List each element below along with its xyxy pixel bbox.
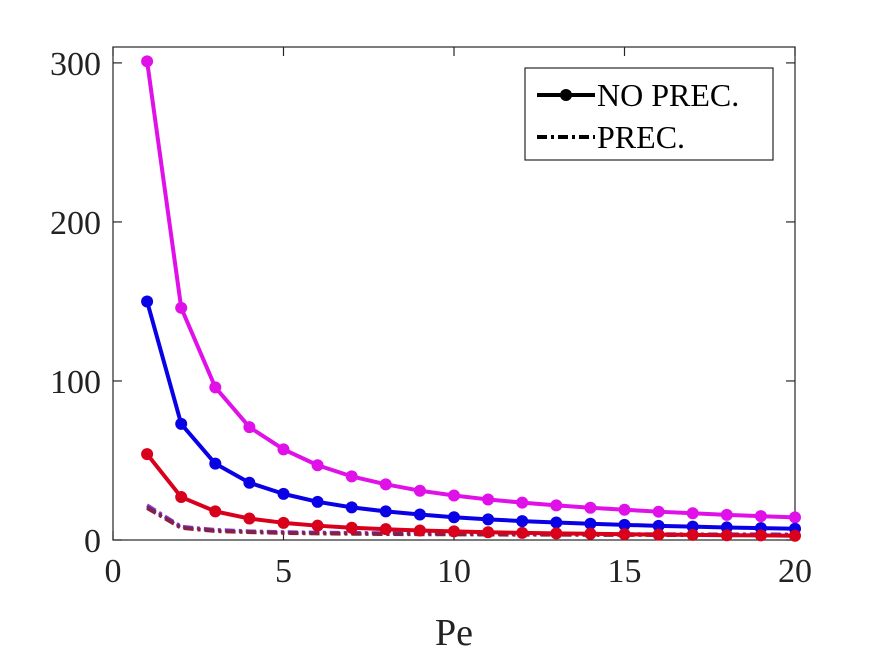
data-point [448,511,460,524]
data-point [209,505,222,518]
legend-label: NO PREC. [597,77,739,113]
data-point [652,528,665,541]
data-point [618,503,631,516]
data-point [311,459,324,472]
data-point [141,448,154,461]
data-point [345,470,358,483]
data-point [379,478,392,491]
data-point [618,528,631,541]
series-blue-no-prec- [141,295,801,535]
x-tick-label: 15 [608,553,642,590]
legend-item: PREC. [537,119,685,155]
data-point [311,519,324,532]
x-tick-label: 10 [437,553,471,590]
data-point [550,527,563,540]
y-tick-label: 200 [50,205,101,242]
data-point [686,520,699,533]
data-point [277,516,290,529]
data-point [413,508,426,521]
data-point [277,443,290,456]
data-point [209,381,222,394]
series-red-prec- [146,506,795,538]
data-point [482,493,495,506]
data-point [584,501,597,514]
data-point [413,524,426,537]
data-point [345,521,358,534]
y-tick-label: 300 [50,46,101,83]
data-point [379,523,392,536]
x-tick-label: 20 [778,553,812,590]
data-point [652,519,665,532]
data-point [584,527,597,540]
data-point [550,516,563,529]
data-point [345,501,358,514]
x-axis-label: Pe [435,612,473,654]
data-point [175,417,188,430]
data-point [448,489,460,502]
series-red-no-prec- [141,448,801,542]
series-layer [141,55,801,542]
y-tick-label: 0 [84,523,101,560]
y-tick-label: 100 [50,364,101,401]
data-point [379,505,392,518]
data-point [720,529,733,542]
data-point [413,484,426,497]
data-point [652,505,665,518]
data-point [482,513,495,526]
legend-marker [560,89,572,101]
data-point [686,507,699,520]
data-point [516,515,529,528]
data-point [686,528,699,541]
data-point [720,508,733,521]
data-point [141,295,154,308]
data-point [209,457,222,470]
data-point [516,496,529,509]
data-point [754,529,767,542]
data-point [482,526,495,539]
data-point [789,511,801,524]
legend-box [524,67,774,161]
series-line [146,506,795,538]
x-tick-label: 0 [105,553,122,590]
data-point [175,491,188,504]
data-point [789,529,801,542]
x-tick-label: 5 [275,553,292,590]
data-point [243,421,256,434]
data-point [516,526,529,539]
data-point [448,525,460,538]
data-point [584,517,597,530]
data-point [243,476,256,489]
legend-item: NO PREC. [537,77,739,113]
data-point [141,55,154,68]
data-point [243,512,256,525]
data-point [754,510,767,523]
series-magenta-no-prec- [141,55,801,524]
data-point [277,487,290,500]
data-point [550,499,563,512]
legend: NO PREC. PREC. [524,67,774,161]
data-point [311,495,324,508]
legend-label: PREC. [597,119,685,155]
data-point [175,301,188,314]
data-point [618,518,631,531]
